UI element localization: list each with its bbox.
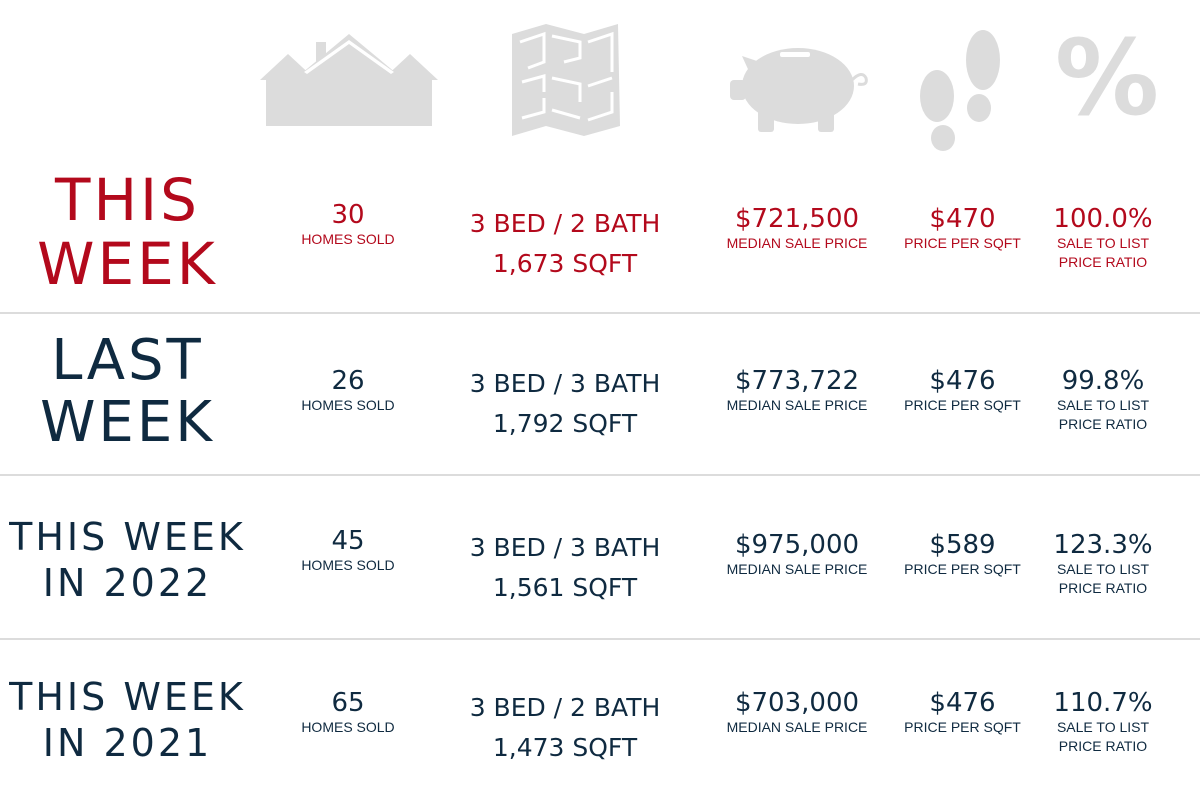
row-label-line: THIS	[55, 166, 200, 234]
piggy-bank-icon	[730, 48, 868, 132]
row-label-line: LAST	[51, 328, 204, 393]
homes-sold-value: 65	[331, 688, 365, 718]
homes-sold-value: 26	[331, 366, 365, 396]
row-divider	[0, 474, 1200, 476]
row-label: THIS WEEK IN 2022	[0, 514, 255, 606]
row-label: THIS WEEK IN 2021	[0, 674, 255, 766]
sale-to-list-cell: 100.0% SALE TO LIST PRICE RATIO	[1038, 204, 1168, 272]
sale-to-list-label-1: SALE TO LIST	[1056, 561, 1150, 577]
price-per-sqft-value: $589	[929, 530, 996, 560]
beds-baths-cell: 3 BED / 3 BATH 1,561 SQFT	[440, 528, 690, 608]
houses-icon	[260, 34, 438, 126]
median-price-value: $721,500	[734, 204, 860, 234]
beds-baths-value: 3 BED / 2 BATH	[469, 693, 661, 722]
homes-sold-cell: 45 HOMES SOLD	[278, 526, 418, 575]
homes-sold-value: 45	[331, 526, 365, 556]
median-price-cell: $773,722 MEDIAN SALE PRICE	[712, 366, 882, 415]
homes-sold-label: HOMES SOLD	[301, 231, 395, 247]
row-label: LAST WEEK	[0, 330, 255, 454]
sale-to-list-label-1: SALE TO LIST	[1056, 397, 1150, 413]
median-price-label: MEDIAN SALE PRICE	[726, 561, 868, 577]
row-label-line: THIS WEEK	[9, 515, 246, 559]
sale-to-list-value: 123.3%	[1053, 530, 1153, 560]
sqft-value: 1,673 SQFT	[492, 249, 638, 278]
median-price-label: MEDIAN SALE PRICE	[726, 397, 868, 413]
sale-to-list-value: 110.7%	[1053, 688, 1153, 718]
footprints-icon	[920, 30, 1000, 151]
price-per-sqft-label: PRICE PER SQFT	[904, 719, 1021, 735]
homes-sold-label: HOMES SOLD	[301, 719, 395, 735]
price-per-sqft-cell: $470 PRICE PER SQFT	[895, 204, 1030, 253]
row-label-line: WEEK	[37, 230, 218, 298]
median-price-cell: $975,000 MEDIAN SALE PRICE	[712, 530, 882, 579]
row-label-line: WEEK	[40, 390, 215, 455]
row-label-line: THIS WEEK	[9, 675, 246, 719]
beds-baths-value: 3 BED / 3 BATH	[469, 533, 661, 562]
median-price-cell: $703,000 MEDIAN SALE PRICE	[712, 688, 882, 737]
floor-plan-icon	[512, 24, 620, 136]
price-per-sqft-value: $476	[929, 688, 996, 718]
beds-baths-value: 3 BED / 2 BATH	[469, 209, 661, 238]
price-per-sqft-cell: $476 PRICE PER SQFT	[895, 688, 1030, 737]
row-label-line: IN 2022	[42, 561, 213, 605]
sale-to-list-label-2: PRICE RATIO	[1058, 416, 1148, 432]
sale-to-list-label-2: PRICE RATIO	[1058, 738, 1148, 754]
beds-baths-value: 3 BED / 3 BATH	[469, 369, 661, 398]
sqft-value: 1,561 SQFT	[492, 573, 638, 602]
median-price-label: MEDIAN SALE PRICE	[726, 235, 868, 251]
homes-sold-cell: 65 HOMES SOLD	[278, 688, 418, 737]
sale-to-list-label-1: SALE TO LIST	[1056, 235, 1150, 251]
sqft-value: 1,473 SQFT	[492, 733, 638, 762]
sqft-value: 1,792 SQFT	[492, 409, 638, 438]
sale-to-list-label-2: PRICE RATIO	[1058, 254, 1148, 270]
sale-to-list-cell: 110.7% SALE TO LIST PRICE RATIO	[1038, 688, 1168, 756]
price-per-sqft-cell: $476 PRICE PER SQFT	[895, 366, 1030, 415]
beds-baths-cell: 3 BED / 2 BATH 1,473 SQFT	[440, 688, 690, 768]
median-price-cell: $721,500 MEDIAN SALE PRICE	[712, 204, 882, 253]
beds-baths-cell: 3 BED / 3 BATH 1,792 SQFT	[440, 364, 690, 444]
price-per-sqft-value: $476	[929, 366, 996, 396]
sale-to-list-cell: 99.8% SALE TO LIST PRICE RATIO	[1038, 366, 1168, 434]
price-per-sqft-label: PRICE PER SQFT	[904, 561, 1021, 577]
row-divider	[0, 638, 1200, 640]
beds-baths-cell: 3 BED / 2 BATH 1,673 SQFT	[440, 204, 690, 284]
homes-sold-value: 30	[331, 200, 365, 230]
percent-icon: %	[1054, 17, 1160, 139]
row-label: THIS WEEK	[0, 168, 255, 296]
sale-to-list-label-2: PRICE RATIO	[1058, 580, 1148, 596]
row-label-line: IN 2021	[42, 721, 213, 765]
median-price-value: $703,000	[734, 688, 860, 718]
homes-sold-label: HOMES SOLD	[301, 397, 395, 413]
price-per-sqft-cell: $589 PRICE PER SQFT	[895, 530, 1030, 579]
price-per-sqft-label: PRICE PER SQFT	[904, 397, 1021, 413]
median-price-value: $773,722	[734, 366, 860, 396]
price-per-sqft-value: $470	[929, 204, 996, 234]
median-price-label: MEDIAN SALE PRICE	[726, 719, 868, 735]
sale-to-list-value: 100.0%	[1053, 204, 1153, 234]
homes-sold-cell: 26 HOMES SOLD	[278, 366, 418, 415]
price-per-sqft-label: PRICE PER SQFT	[904, 235, 1021, 251]
sale-to-list-label-1: SALE TO LIST	[1056, 719, 1150, 735]
homes-sold-label: HOMES SOLD	[301, 557, 395, 573]
homes-sold-cell: 30 HOMES SOLD	[278, 200, 418, 249]
sale-to-list-value: 99.8%	[1061, 366, 1145, 396]
median-price-value: $975,000	[734, 530, 860, 560]
sale-to-list-cell: 123.3% SALE TO LIST PRICE RATIO	[1038, 530, 1168, 598]
row-divider	[0, 312, 1200, 314]
